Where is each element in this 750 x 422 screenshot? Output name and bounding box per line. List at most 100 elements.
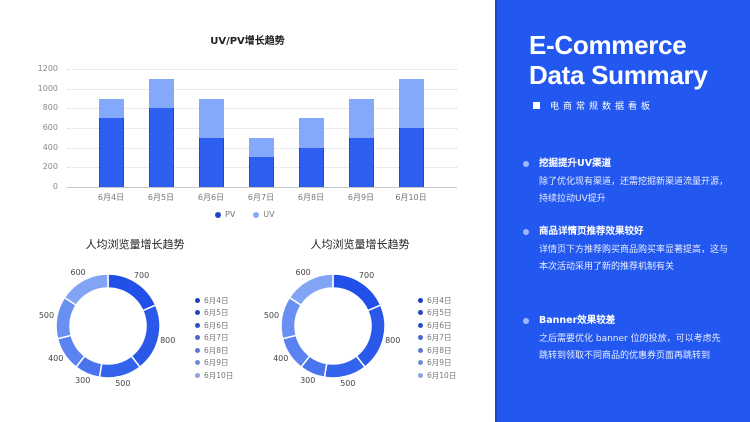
bar-uv[interactable] (148, 78, 174, 109)
legend-dot-icon (418, 310, 423, 316)
summary-panel: E-Commerce Data Summary 电商常规数据看板 挖掘提升UV渠… (495, 0, 750, 422)
bar-pv[interactable] (348, 137, 374, 187)
gridline (67, 128, 457, 129)
donut-legend-item[interactable]: 6月4日 (195, 294, 233, 307)
legend-dot-icon (195, 360, 200, 366)
x-tick-label: 6月9日 (347, 193, 375, 202)
donut-value-label: 400 (48, 353, 64, 363)
bar-pv[interactable] (248, 157, 274, 187)
legend-label: 6月7日 (204, 333, 229, 343)
donut-legend-item[interactable]: 6月4日 (418, 294, 456, 307)
donut-slice[interactable] (288, 273, 334, 307)
legend-dot-icon (195, 297, 200, 303)
donut-legend-item[interactable]: 6月6日 (418, 319, 456, 332)
bar-pv[interactable] (148, 108, 174, 187)
donut-value-label: 600 (295, 268, 311, 278)
donut-slice[interactable] (98, 354, 141, 379)
legend-label: 6月7日 (427, 333, 452, 343)
donut-slice[interactable] (130, 304, 161, 369)
bar-chart-legend: PV UV (215, 210, 275, 219)
insight-body: 详情页下方推荐购买商品购买率显著提高，这与本次活动采用了新的推荐机制有关 (539, 245, 729, 272)
bar-group[interactable] (248, 137, 274, 187)
donut-svg (55, 273, 161, 379)
donut-legend-item[interactable]: 6月9日 (418, 357, 456, 370)
donut-legend-item[interactable]: 6月8日 (418, 344, 456, 357)
title-line-2: Data Summary (529, 60, 708, 90)
legend-dot-icon (418, 360, 423, 366)
bar-pv[interactable] (98, 118, 124, 187)
x-tick-label: 6月5日 (147, 193, 175, 202)
insight-title: 挖掘提升UV渠道 (539, 158, 612, 169)
donut-slice[interactable] (63, 273, 109, 307)
donut-legend: 6月4日 6月5日 6月6日 6月7日 6月8日 6月9日 6月10日 (418, 294, 456, 382)
donut-legend-item[interactable]: 6月5日 (195, 307, 233, 320)
title-line-1: E-Commerce (529, 30, 687, 60)
donut-legend-item[interactable]: 6月5日 (418, 307, 456, 320)
legend-label: 6月10日 (204, 370, 234, 380)
bar-group[interactable] (148, 78, 174, 187)
bar-uv[interactable] (198, 98, 224, 138)
pv-dot-icon (215, 211, 221, 218)
donut-legend-item[interactable]: 6月10日 (195, 369, 233, 382)
legend-item-uv[interactable]: UV (253, 210, 275, 219)
bar-uv[interactable] (98, 98, 124, 119)
legend-dot-icon (195, 335, 200, 341)
insight-title: Banner效果较差 (539, 315, 616, 326)
legend-dot-icon (418, 335, 423, 341)
y-tick-label: 200 (42, 162, 58, 172)
insight-title: 商品详情页推荐效果较好 (539, 226, 644, 237)
legend-dot-icon (418, 347, 423, 353)
panel-subtitle: 电商常规数据看板 (533, 99, 654, 112)
legend-dot-icon (418, 297, 423, 303)
y-tick-label: 0 (52, 182, 58, 191)
bar-uv[interactable] (248, 137, 274, 158)
x-tick-label: 6月7日 (247, 193, 275, 202)
donut-slice[interactable] (355, 304, 386, 369)
bar-group[interactable] (398, 78, 424, 187)
donut-legend-item[interactable]: 6月6日 (195, 319, 233, 332)
bar-group[interactable] (348, 98, 374, 188)
legend-label: PV (225, 210, 236, 219)
bar-group[interactable] (198, 98, 224, 188)
bullet-icon (523, 161, 529, 167)
donut-value-label: 500 (38, 311, 55, 321)
donut-value-label: 500 (263, 311, 280, 321)
legend-label: 6月9日 (427, 358, 452, 368)
gridline (67, 69, 457, 70)
bar-pv[interactable] (398, 127, 424, 187)
bar-uv[interactable] (298, 118, 324, 148)
legend-label: UV (263, 210, 275, 219)
donut-legend-item[interactable]: 6月10日 (418, 369, 456, 382)
donut-legend-item[interactable]: 6月8日 (195, 344, 233, 357)
bar-pv[interactable] (198, 137, 224, 187)
bar-pv[interactable] (298, 147, 324, 187)
legend-label: 6月5日 (204, 308, 229, 318)
x-tick-label: 6月6日 (197, 193, 225, 202)
insight-body: 除了优化现有渠道，还需挖掘新渠道流量开源，持续拉动UV提升 (539, 177, 729, 204)
x-tick-label: 6月8日 (297, 193, 325, 202)
donut-value-label: 500 (340, 379, 356, 389)
legend-label: 6月8日 (204, 345, 229, 355)
donut-value-label: 700 (358, 270, 375, 280)
legend-dot-icon (195, 347, 200, 353)
uv-dot-icon (253, 211, 260, 218)
bar-group[interactable] (98, 98, 124, 188)
legend-label: 6月9日 (204, 358, 229, 368)
donut-slice[interactable] (323, 354, 366, 379)
donut-legend-item[interactable]: 6月7日 (195, 332, 233, 345)
donut-value-label: 600 (70, 268, 86, 278)
x-tick-label: 6月10日 (395, 193, 427, 202)
legend-item-pv[interactable]: PV (215, 210, 235, 219)
donut-svg (280, 273, 386, 379)
donut-value-label: 800 (160, 335, 176, 345)
donut-left-title: 人均浏览量增长趋势 (85, 238, 185, 251)
donut-legend: 6月4日 6月5日 6月6日 6月7日 6月8日 6月9日 6月10日 (195, 294, 233, 382)
donut-legend-item[interactable]: 6月9日 (195, 357, 233, 370)
y-tick-label: 800 (42, 103, 58, 113)
bar-group[interactable] (298, 118, 324, 187)
bar-uv[interactable] (348, 98, 374, 138)
y-tick-label: 1000 (37, 83, 58, 93)
donut-legend-item[interactable]: 6月7日 (418, 332, 456, 345)
bullet-icon (523, 229, 529, 235)
bar-uv[interactable] (398, 78, 424, 128)
